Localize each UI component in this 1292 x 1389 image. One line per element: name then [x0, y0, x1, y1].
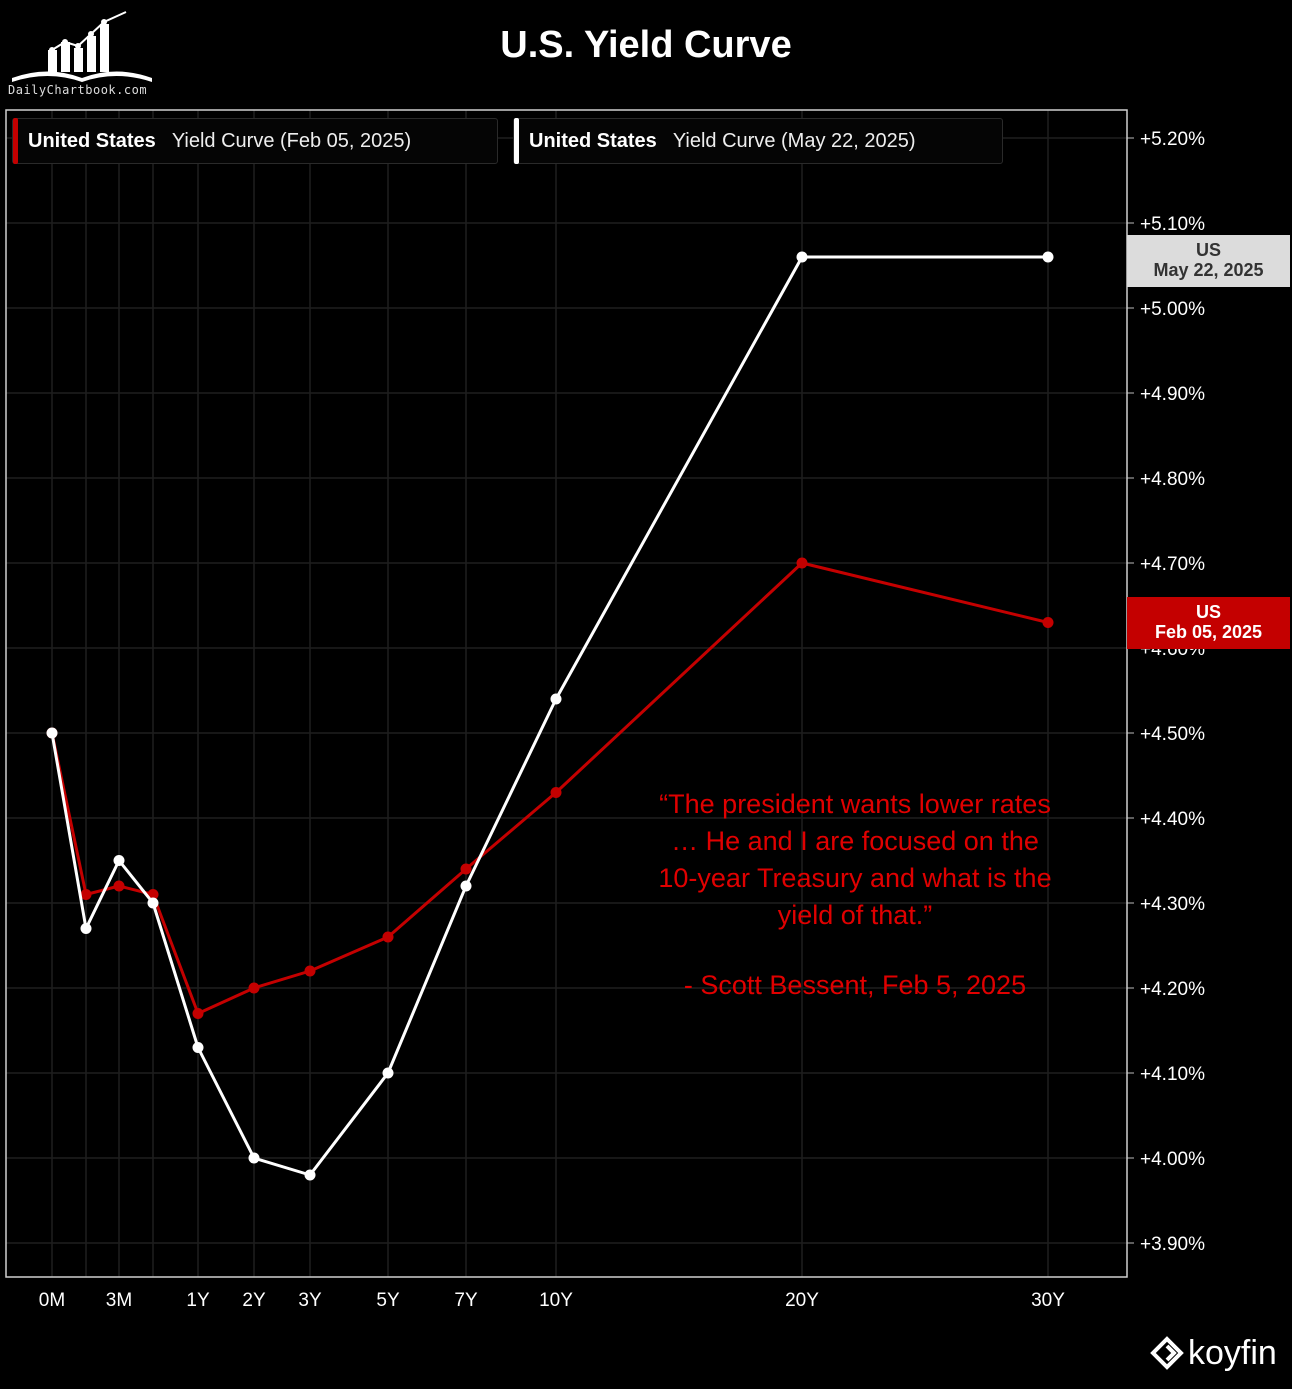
data-point-may: [1042, 251, 1054, 263]
data-point-feb: [382, 931, 394, 943]
quote-annotation: “The president wants lower rates … He an…: [600, 786, 1110, 934]
price-tag-may: US May 22, 2025: [1127, 235, 1290, 287]
x-tick-label: 2Y: [242, 1290, 266, 1311]
y-tick-label: +4.40%: [1140, 809, 1205, 830]
legend-item-feb[interactable]: United States Yield Curve (Feb 05, 2025): [12, 118, 498, 164]
y-tick-label: +4.50%: [1140, 724, 1205, 745]
y-tick-label: +4.10%: [1140, 1064, 1205, 1085]
price-tag-feb: US Feb 05, 2025: [1127, 597, 1290, 649]
legend-item-may[interactable]: United States Yield Curve (May 22, 2025): [513, 118, 1003, 164]
logo-text: DailyChartbook.com: [8, 83, 148, 97]
data-point-may: [113, 855, 125, 866]
x-tick-label: 3M: [106, 1290, 132, 1311]
y-tick-label: +4.70%: [1140, 554, 1205, 575]
y-tick-label: +3.90%: [1140, 1234, 1205, 1255]
legend-country: United States: [529, 129, 657, 152]
data-point-may: [46, 727, 58, 739]
y-tick-label: +5.00%: [1140, 299, 1205, 320]
chart-title: U.S. Yield Curve: [500, 24, 792, 66]
y-tick-label: +4.30%: [1140, 894, 1205, 915]
legend-country: United States: [28, 129, 156, 152]
legend-series: Yield Curve (Feb 05, 2025): [171, 129, 412, 152]
x-tick-label: 20Y: [785, 1290, 819, 1311]
x-tick-label: 3Y: [298, 1290, 322, 1311]
x-tick-label: 30Y: [1031, 1290, 1065, 1311]
y-tick-label: +5.20%: [1140, 129, 1205, 150]
dailychartbook-logo: [12, 11, 152, 82]
data-point-may: [460, 880, 472, 892]
price-tag-line: US: [1195, 240, 1221, 260]
plot-frame: [5, 109, 1128, 1278]
data-point-may: [382, 1067, 394, 1079]
y-tick-label: +4.00%: [1140, 1149, 1205, 1170]
data-point-may: [147, 897, 159, 909]
y-tick-label: +4.20%: [1140, 979, 1205, 1000]
series-line-feb: [50, 561, 1049, 1015]
data-point-may: [550, 693, 562, 705]
price-tag-line: Feb 05, 2025: [1154, 622, 1263, 642]
x-tick-label: 7Y: [454, 1290, 478, 1311]
y-tick-label: +4.80%: [1140, 469, 1205, 490]
y-tick-label: +5.10%: [1140, 214, 1205, 235]
koyfin-brand: koyfin: [1150, 1333, 1277, 1373]
price-tag-line: May 22, 2025: [1153, 260, 1264, 280]
data-point-feb: [460, 863, 472, 875]
x-tick-label: 0M: [39, 1290, 65, 1311]
quote-line: yield of that.”: [777, 900, 933, 930]
data-point-may: [248, 1152, 260, 1164]
quote-attribution: - Scott Bessent, Feb 5, 2025: [683, 970, 1027, 1000]
quote-line: … He and I are focused on the: [671, 826, 1039, 856]
brand-name: koyfin: [1188, 1333, 1277, 1372]
x-tick-label: 5Y: [376, 1290, 400, 1311]
price-tag-line: US: [1195, 602, 1221, 622]
legend-series: Yield Curve (May 22, 2025): [672, 129, 916, 152]
data-point-feb: [192, 1008, 204, 1019]
legend-swatch-feb: [13, 118, 18, 164]
data-point-may: [192, 1042, 204, 1053]
koyfin-icon: [1150, 1336, 1184, 1370]
y-tick-label: +4.90%: [1140, 384, 1205, 405]
data-point-feb: [248, 982, 260, 994]
data-point-feb: [796, 557, 808, 569]
data-point-feb: [550, 787, 562, 798]
x-tick-label: 10Y: [539, 1290, 573, 1311]
x-tick-label: 1Y: [186, 1290, 210, 1311]
data-point-may: [304, 1169, 316, 1181]
legend-swatch-may: [514, 118, 519, 164]
series-line-may: [50, 255, 1048, 1177]
data-point-feb: [304, 965, 316, 977]
data-point-feb: [80, 889, 92, 900]
quote-line: 10-year Treasury and what is the: [658, 863, 1052, 893]
data-point-may: [796, 251, 808, 263]
data-point-feb: [113, 880, 125, 892]
quote-line: “The president wants lower rates: [659, 789, 1051, 819]
data-point-feb: [1042, 617, 1054, 628]
data-point-may: [80, 923, 92, 934]
